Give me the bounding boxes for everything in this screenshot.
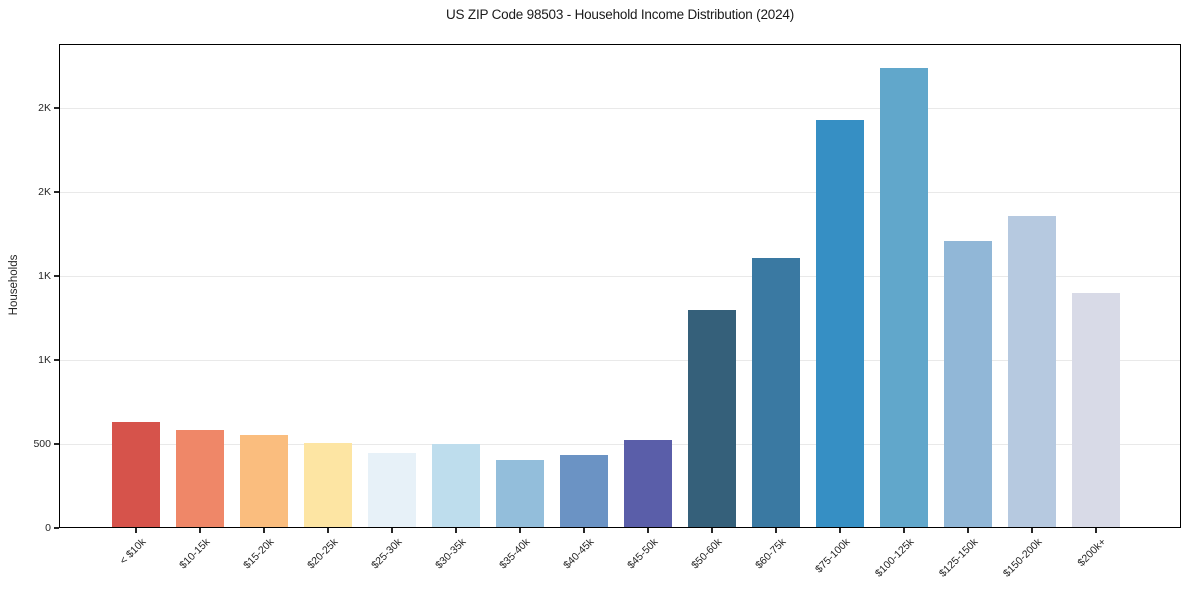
- x-tick-mark-0: [135, 528, 137, 533]
- y-tick-mark-0: [54, 527, 59, 529]
- y-tick-label-4: 2K: [38, 185, 51, 198]
- x-tick-label-6: $35-40k: [497, 536, 533, 572]
- chart-title: US ZIP Code 98503 - Household Income Dis…: [446, 7, 794, 22]
- x-tick-label-12: $100-125k: [872, 536, 917, 580]
- y-axis-label: Households: [8, 254, 20, 316]
- bar-10k: [112, 422, 160, 528]
- x-tick-label-11: $75-100k: [813, 536, 853, 576]
- bar-35-40k: [496, 459, 544, 528]
- x-tick-mark-15: [1095, 528, 1097, 533]
- bar-40-45k: [560, 454, 608, 528]
- y-tick-mark-1: [54, 443, 59, 445]
- x-tick-label-2: $15-20k: [241, 536, 277, 572]
- y-tick-mark-2: [54, 359, 59, 361]
- y-tick-mark-4: [54, 191, 59, 193]
- x-tick-mark-10: [775, 528, 777, 533]
- x-tick-label-10: $60-75k: [753, 536, 789, 572]
- x-tick-label-4: $25-30k: [369, 536, 405, 572]
- bar-45-50k: [624, 439, 672, 528]
- bar-75-100k: [816, 119, 864, 528]
- x-tick-mark-2: [263, 528, 265, 533]
- x-tick-label-9: $50-60k: [689, 536, 725, 572]
- bar-20-25k: [304, 443, 352, 528]
- x-tick-mark-13: [967, 528, 969, 533]
- x-tick-mark-8: [647, 528, 649, 533]
- x-tick-mark-3: [327, 528, 329, 533]
- y-tick-label-3: 1K: [38, 269, 51, 282]
- gridline-2000: [59, 191, 1181, 193]
- x-tick-mark-6: [519, 528, 521, 533]
- x-tick-mark-1: [199, 528, 201, 533]
- bar-100-125k: [880, 68, 928, 528]
- bar-25-30k: [368, 453, 416, 528]
- plot-area: [59, 44, 1181, 528]
- x-tick-label-14: $150-200k: [1000, 536, 1045, 580]
- x-tick-mark-14: [1031, 528, 1033, 533]
- gridline-1000: [59, 359, 1181, 361]
- gridline-500: [59, 443, 1181, 445]
- x-tick-label-15: $200k+: [1075, 536, 1109, 570]
- x-tick-mark-12: [903, 528, 905, 533]
- gridline-2500: [59, 107, 1181, 109]
- x-tick-mark-4: [391, 528, 393, 533]
- gridline-1500: [59, 275, 1181, 277]
- bar-125-150k: [944, 240, 992, 528]
- y-tick-label-2: 1K: [38, 353, 51, 366]
- x-tick-label-7: $40-45k: [561, 536, 597, 572]
- bar-10-15k: [176, 429, 224, 528]
- x-tick-label-1: $10-15k: [177, 536, 213, 572]
- x-tick-label-5: $30-35k: [433, 536, 469, 572]
- bar-30-35k: [432, 443, 480, 528]
- x-tick-mark-9: [711, 528, 713, 533]
- x-tick-mark-7: [583, 528, 585, 533]
- y-tick-label-0: 0: [45, 522, 51, 534]
- bar-60-75k: [752, 258, 800, 528]
- bar-200k: [1072, 292, 1120, 528]
- y-tick-mark-3: [54, 275, 59, 277]
- x-tick-label-3: $20-25k: [305, 536, 341, 572]
- x-tick-label-8: $45-50k: [625, 536, 661, 572]
- x-tick-label-0: < $10k: [117, 536, 149, 567]
- bar-50-60k: [688, 309, 736, 528]
- x-tick-mark-11: [839, 528, 841, 533]
- x-tick-mark-5: [455, 528, 457, 533]
- y-tick-label-1: 500: [33, 437, 51, 450]
- y-tick-label-5: 2K: [38, 101, 51, 114]
- bar-150-200k: [1008, 216, 1056, 528]
- y-tick-mark-5: [54, 107, 59, 109]
- bar-15-20k: [240, 434, 288, 528]
- x-tick-label-13: $125-150k: [936, 536, 981, 580]
